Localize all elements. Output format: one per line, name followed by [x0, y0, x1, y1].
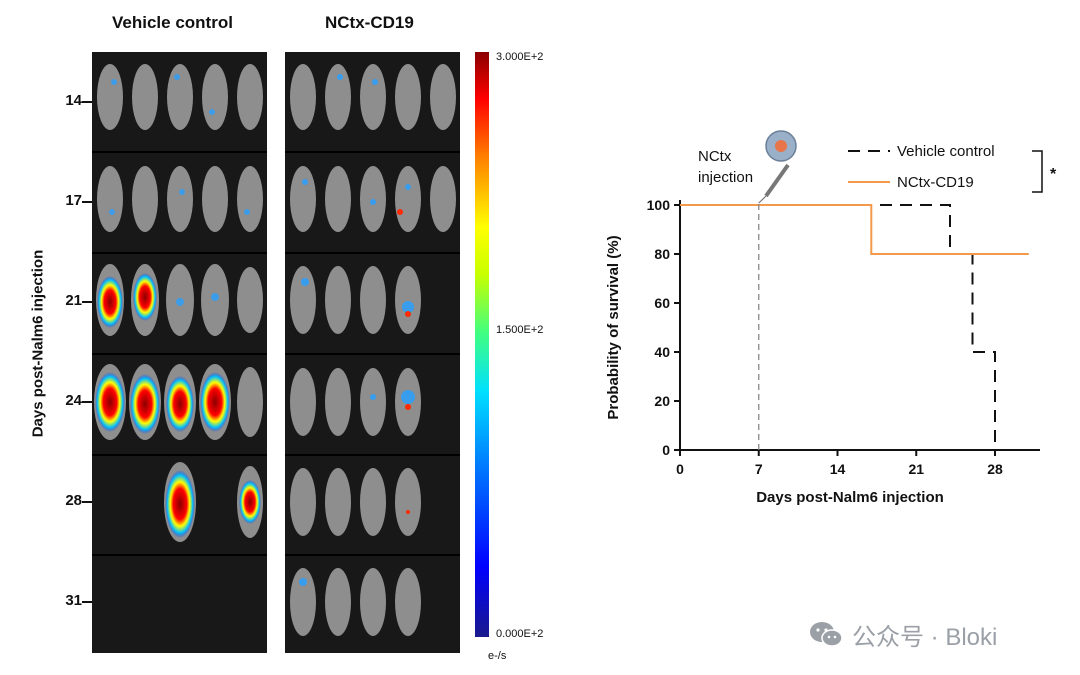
chart-legend: Vehicle control NCtx-CD19 *: [848, 143, 1057, 193]
x-tick-label: 0: [676, 461, 684, 477]
legend-label-0: Vehicle control: [897, 143, 995, 160]
imaging-y-axis-label: Days post-Nalm6 injection: [29, 249, 47, 438]
annotation-text-line1: NCtx: [698, 148, 732, 165]
y-tick-label: 100: [647, 197, 671, 213]
x-tick-label: 14: [830, 461, 846, 477]
x-axis-label: Days post-Nalm6 injection: [756, 489, 944, 506]
x-tick-label: 7: [755, 461, 763, 477]
mouse-images-nctx: [285, 64, 460, 636]
survival-chart: 0 20 40 60 80 100 0 7 14 21 28 Days post-Nalm6 inje…: [605, 130, 1057, 506]
chart-annotation: NCtx injection: [698, 130, 797, 450]
syringe-icon: [764, 163, 790, 198]
colorbar-mid-label: 1.500E+2: [496, 324, 544, 336]
day-tick: [82, 101, 92, 103]
day-label-14: 14: [65, 92, 82, 109]
group-title-vehicle: Vehicle control: [112, 13, 233, 32]
watermark-text: 公众号 · Bloki: [852, 623, 998, 651]
chart-series: [680, 204, 1029, 450]
y-tick-label: 40: [654, 344, 670, 360]
significance-label: *: [1050, 166, 1057, 183]
x-tick-label: 21: [908, 461, 924, 477]
imaging-panel-nctx: [285, 52, 460, 653]
chart-axes: 0 20 40 60 80 100 0 7 14 21 28 Days post-Nalm6 inje…: [605, 197, 1040, 506]
series-line-1: [680, 204, 1029, 255]
watermark: 公众号 · Bloki: [808, 614, 997, 654]
y-tick-label: 0: [662, 442, 670, 458]
x-tick-label: 28: [987, 461, 1003, 477]
day-tick: [82, 601, 92, 603]
y-tick-label: 20: [654, 393, 670, 409]
legend-label-1: NCtx-CD19: [897, 174, 974, 191]
y-tick-label: 60: [654, 295, 670, 311]
significance-bracket: [1032, 150, 1043, 193]
day-label-24: 24: [65, 392, 82, 409]
colorbar-max-label: 3.000E+2: [496, 51, 544, 63]
annotation-text-line2: injection: [698, 169, 753, 186]
colorbar-min-label: 0.000E+2: [496, 628, 544, 640]
colorbar-unit-label: e-/s: [488, 650, 507, 662]
day-tick: [82, 401, 92, 403]
day-tick: [82, 301, 92, 303]
day-label-28: 28: [65, 492, 82, 509]
imaging-figure: Vehicle control NCtx-CD19: [29, 13, 544, 662]
group-title-nctx: NCtx-CD19: [325, 13, 414, 32]
mouse-images-vehicle: [92, 64, 267, 556]
syringe-needle: [758, 195, 767, 204]
y-axis-label: Probability of survival (%): [605, 235, 622, 419]
day-label-31: 31: [65, 592, 82, 609]
virus-core: [775, 140, 787, 152]
y-tick-label: 80: [654, 246, 670, 262]
day-tick: [82, 201, 92, 203]
series-line-0: [680, 204, 996, 450]
colorbar: [475, 52, 489, 637]
wechat-icon: [810, 622, 843, 647]
day-label-17: 17: [65, 192, 82, 209]
imaging-panel-vehicle: [92, 52, 267, 653]
day-label-21: 21: [65, 292, 82, 309]
day-tick: [82, 501, 92, 503]
